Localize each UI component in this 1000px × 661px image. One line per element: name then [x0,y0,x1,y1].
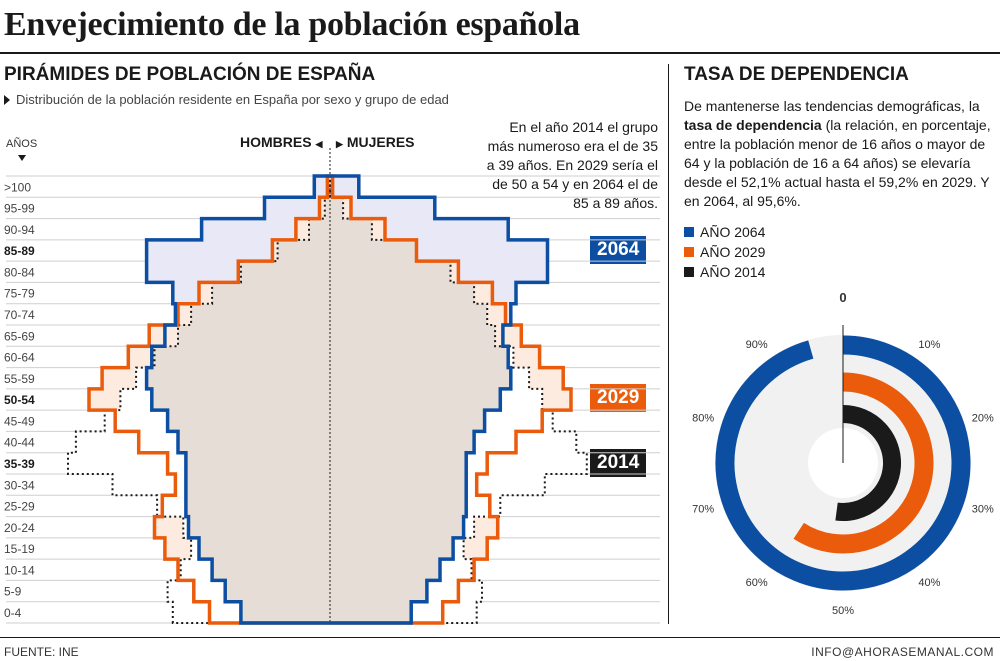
page-title: Envejecimiento de la población española [4,6,580,43]
arrow-right-icon: ▶ [336,139,343,149]
radial-tick-label: 50% [832,605,854,617]
pyramid-outline-2064 [144,174,550,625]
legend-swatch [684,247,694,257]
age-label: 50-54 [4,393,35,407]
dependency-text-bold: tasa de dependencia [684,117,822,133]
section-divider [668,64,669,624]
age-label: 40-44 [4,436,35,450]
contact-email[interactable]: INFO@AHORASEMANAL.COM [811,645,994,659]
age-label: 10-14 [4,563,35,577]
age-label: 20-24 [4,521,35,535]
legend-item-2029: AÑO 2029 [684,244,765,260]
radial-bar [793,372,934,554]
age-label: 25-29 [4,500,35,514]
age-label: 30-34 [4,478,35,492]
age-label: 35-39 [4,457,35,471]
age-label: 90-94 [4,223,35,237]
radial-tick-label: 20% [972,413,994,425]
age-label: >100 [4,180,31,194]
radial-tick-label: 30% [972,503,994,515]
legend-label: AÑO 2014 [700,264,766,280]
dependency-radial-chart: 0 10% 20% 30% 40% 50% 60% 70% 80% 90% [692,290,994,617]
pyramid-overlap [146,176,511,623]
radial-tick-label: 60% [746,577,768,589]
age-label: 45-49 [4,414,35,428]
age-label: 15-19 [4,542,35,556]
pyramid-outline-2014 [67,176,588,624]
radial-tick-label: 90% [746,339,768,351]
title-rule [0,52,1000,54]
pyramid-subtitle: Distribución de la población residente e… [4,92,449,107]
dependency-text-end: (la relación, en porcentaje, entre la po… [684,117,991,209]
radial-bar [835,405,901,521]
pyramid-subtitle-text: Distribución de la población residente e… [16,92,449,107]
footer-rule [0,637,1000,638]
age-label: 5-9 [4,585,22,599]
men-label: HOMBRES ◀ [240,134,322,150]
legend-label: AÑO 2029 [700,244,766,260]
pyramid-heading: PIRÁMIDES DE POBLACIÓN DE ESPAÑA [4,64,376,85]
age-label: 65-69 [4,329,35,343]
pyramid-chart: 0-4 5-9 10-14 15-19 20-24 25-29 30-34 35-39 40-4… [4,148,660,625]
age-label: 75-79 [4,287,35,301]
pyramid-annotation: En el año 2014 el grupo más numeroso era… [486,119,658,211]
radial-tick-label: 80% [692,413,714,425]
age-label: 95-99 [4,202,35,216]
women-label-text: MUJERES [346,134,415,150]
legend-swatch [684,267,694,277]
age-label: 70-74 [4,308,35,322]
age-label: 0-4 [4,606,22,620]
arrow-down-icon [18,155,26,161]
radial-bar [715,335,971,591]
dependency-text-start: De mantenerse las tendencias demográfica… [684,98,980,114]
radial-tick-label: 70% [692,503,714,515]
dependency-heading: TASA DE DEPENDENCIA [684,64,909,85]
radial-tick-label: 0 [839,290,846,305]
source-note: FUENTE: INE [4,645,79,659]
age-label: 80-84 [4,265,35,279]
dependency-text: De mantenerse las tendencias demográfica… [684,97,996,211]
axis-label-anos: AÑOS [6,138,38,150]
legend-label: AÑO 2064 [700,224,766,240]
legend-item-2014: AÑO 2014 [684,264,765,280]
radial-tick-label: 40% [918,577,940,589]
triangle-right-icon [4,95,10,105]
radial-tick-label: 10% [918,339,940,351]
age-label: 55-59 [4,372,35,386]
age-label: 60-64 [4,351,35,365]
women-label: ▶ MUJERES [336,134,415,150]
badge-2014: 2014 [590,449,647,477]
arrow-left-icon: ◀ [315,139,323,149]
age-label: 85-89 [4,244,35,258]
legend-swatch [684,227,694,237]
legend-item-2064: AÑO 2064 [684,224,765,240]
badge-2064: 2064 [590,236,647,264]
men-label-text: HOMBRES [240,134,312,150]
